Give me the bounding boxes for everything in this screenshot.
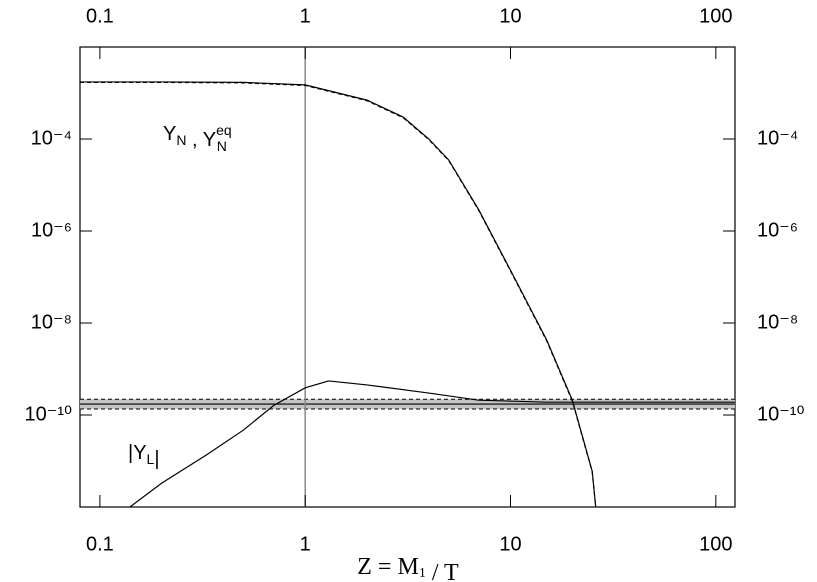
text-part: |Y — [128, 442, 147, 464]
subscript: 1 — [419, 566, 426, 581]
y-tick-label-right: 10⁻⁸ — [757, 311, 798, 333]
x-tick-label: 0.1 — [86, 533, 114, 555]
plot-layer — [80, 47, 735, 507]
x-tick-label: 10 — [499, 533, 521, 555]
x-tick-label-top: 100 — [699, 5, 732, 27]
x-tick-label: 100 — [699, 533, 732, 555]
y-tick-label: 10⁻⁸ — [31, 311, 72, 333]
text-part: Y — [163, 123, 176, 145]
annotation: |YL| — [128, 442, 160, 470]
plot-frame — [79, 46, 736, 508]
subscript: L — [147, 451, 155, 467]
superscript: eq — [216, 122, 232, 138]
y-tick-label: 10⁻⁴ — [31, 127, 72, 149]
subscript: N — [217, 138, 227, 154]
x-axis-label: Z = M1 / T — [357, 554, 459, 582]
x-tick-label: 1 — [300, 533, 311, 555]
text-part: / T — [426, 560, 459, 582]
y-tick-label-right: 10⁻⁶ — [757, 219, 798, 241]
x-tick-label-top: 1 — [300, 5, 311, 27]
subscript: N — [176, 132, 186, 148]
annotation: YN , Yeq N — [163, 122, 232, 154]
text-part: Z = M — [357, 554, 419, 580]
series-line — [80, 81, 597, 507]
x-tick-label-top: 10 — [499, 5, 521, 27]
y-tick-label-right: 10⁻⁴ — [757, 127, 798, 149]
y-tick-label-right: 10⁻¹⁰ — [757, 403, 804, 425]
y-tick-label: 10⁻¹⁰ — [25, 403, 72, 425]
y-tick-label: 10⁻⁶ — [31, 219, 72, 241]
text-part: | — [154, 448, 159, 470]
series-line — [129, 380, 735, 507]
x-tick-label-top: 0.1 — [86, 5, 114, 27]
series-line — [80, 81, 597, 507]
text-part: , Y — [186, 129, 216, 151]
